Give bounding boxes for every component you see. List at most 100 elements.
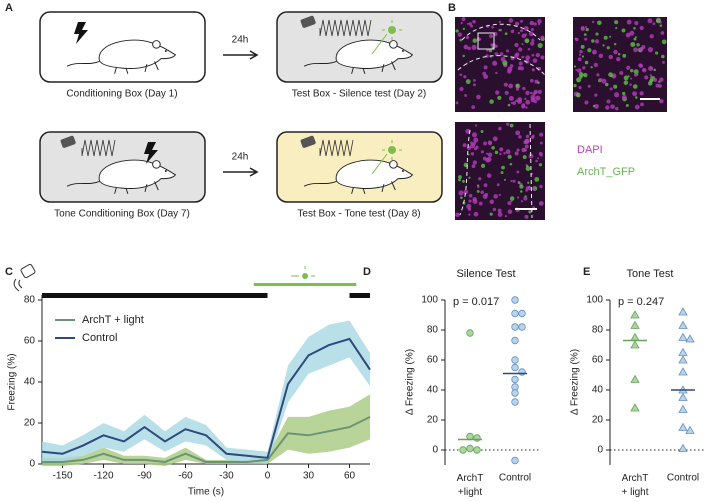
y-tick-label: 40	[24, 377, 36, 388]
chart-title: Silence Test	[456, 268, 515, 280]
micrograph-cell	[524, 214, 529, 219]
micrograph-cell	[521, 104, 526, 109]
tone-wave	[319, 139, 354, 157]
micrograph-cell	[605, 105, 610, 110]
micrograph-cell	[473, 211, 479, 217]
micrograph-cell	[634, 104, 640, 110]
micrograph-cell	[488, 48, 493, 53]
micrograph-cell	[614, 20, 619, 25]
data-point	[511, 398, 519, 406]
micrograph-cell	[627, 75, 630, 78]
micrograph-cell	[610, 104, 615, 109]
micrograph-cell	[494, 150, 499, 155]
micrograph-cell	[540, 35, 545, 40]
y-tick-label: 80	[24, 295, 36, 306]
panel-label: D	[363, 266, 371, 278]
micrograph-cell	[540, 141, 543, 145]
micrograph-cell	[575, 68, 578, 71]
micrograph-cell	[584, 26, 588, 29]
micrograph-cell	[659, 98, 664, 104]
micrograph-cell	[463, 75, 467, 79]
micrograph-cell	[649, 34, 654, 39]
micrograph-cell	[480, 130, 484, 133]
micrograph-cell	[592, 49, 597, 55]
arrow	[223, 50, 259, 60]
micrograph-cell	[504, 32, 508, 36]
micrograph-cell	[608, 72, 613, 77]
micrograph-cell	[527, 181, 530, 184]
micrograph-cell	[508, 83, 514, 89]
micrograph-cell	[515, 52, 520, 57]
micrograph-cell	[614, 92, 620, 98]
micrograph-cell	[489, 212, 493, 216]
y-tick-label: 40	[592, 385, 604, 396]
micrograph-cell	[573, 65, 577, 68]
micrograph-cell	[519, 184, 524, 189]
light-fiber	[371, 153, 388, 175]
micrograph-cell	[636, 43, 640, 47]
micrograph-cell	[594, 39, 600, 44]
micrograph-cell	[480, 150, 484, 154]
micrograph-cell	[629, 83, 632, 86]
micrograph-cell	[580, 26, 585, 30]
micrograph-cell	[621, 94, 627, 100]
micrograph-cell	[659, 21, 662, 24]
micrograph-cell	[633, 27, 636, 30]
micrograph-cell	[530, 41, 535, 46]
micrograph-cell	[478, 177, 482, 181]
micrograph-cell	[521, 33, 527, 39]
series-line	[41, 337, 371, 459]
micrograph-cell	[461, 17, 466, 22]
x-tick-label: -60	[178, 471, 193, 482]
micrograph-cell	[470, 143, 476, 149]
data-point	[630, 310, 640, 319]
micrograph-cell	[528, 153, 534, 159]
micrograph-cell	[477, 185, 480, 189]
micrograph-cell	[659, 77, 664, 82]
micrograph-cell	[491, 25, 494, 29]
micrograph-cell	[474, 147, 478, 151]
micrograph-cell	[474, 124, 478, 127]
scale-bar	[640, 98, 660, 100]
x-tick-label: ArchT + light	[622, 473, 649, 498]
speaker-icon	[300, 135, 316, 148]
micrograph-cell	[473, 79, 476, 82]
micrograph-cell	[615, 106, 619, 111]
micrograph-cell	[510, 179, 513, 183]
micrograph-cell	[514, 21, 520, 26]
micrograph-cell	[642, 67, 647, 73]
micrograph-cell	[647, 18, 653, 24]
micrograph-cell	[483, 141, 487, 146]
y-tick-label: 100	[421, 295, 438, 306]
micrograph-cell	[592, 104, 596, 108]
micrograph-cell	[531, 53, 535, 57]
micrograph-cell	[537, 81, 540, 84]
micrograph-cell	[455, 212, 460, 218]
micrograph-cell	[483, 183, 488, 188]
micrograph-cell	[584, 60, 589, 65]
micrograph-cell	[525, 55, 531, 61]
micrograph-cell	[472, 19, 476, 24]
micrograph-cell	[517, 99, 522, 104]
x-axis-label: Time (s)	[188, 487, 224, 498]
stain-legend: ArchT_GFP	[577, 166, 635, 178]
micrograph-cell	[575, 92, 581, 98]
y-tick-label: 80	[427, 325, 439, 336]
micrograph-cell	[480, 163, 486, 169]
micrograph-cell	[619, 70, 624, 76]
micrograph-cell	[595, 32, 599, 36]
micrograph-cell	[509, 123, 514, 128]
shock-icon	[74, 22, 88, 44]
micrograph-cell	[495, 44, 498, 48]
micrograph-cell	[613, 49, 618, 55]
micrograph-cell	[530, 135, 535, 140]
micrograph-cell	[577, 68, 582, 73]
micrograph-cell	[578, 72, 584, 77]
micrograph-cell	[521, 43, 524, 46]
micrograph-cell	[506, 122, 510, 126]
micrograph-cell	[489, 99, 494, 104]
micrograph-cell	[494, 52, 499, 56]
micrograph-cell	[608, 54, 614, 60]
box-caption: Conditioning Box (Day 1)	[66, 89, 177, 100]
micrograph-cell	[515, 83, 520, 88]
